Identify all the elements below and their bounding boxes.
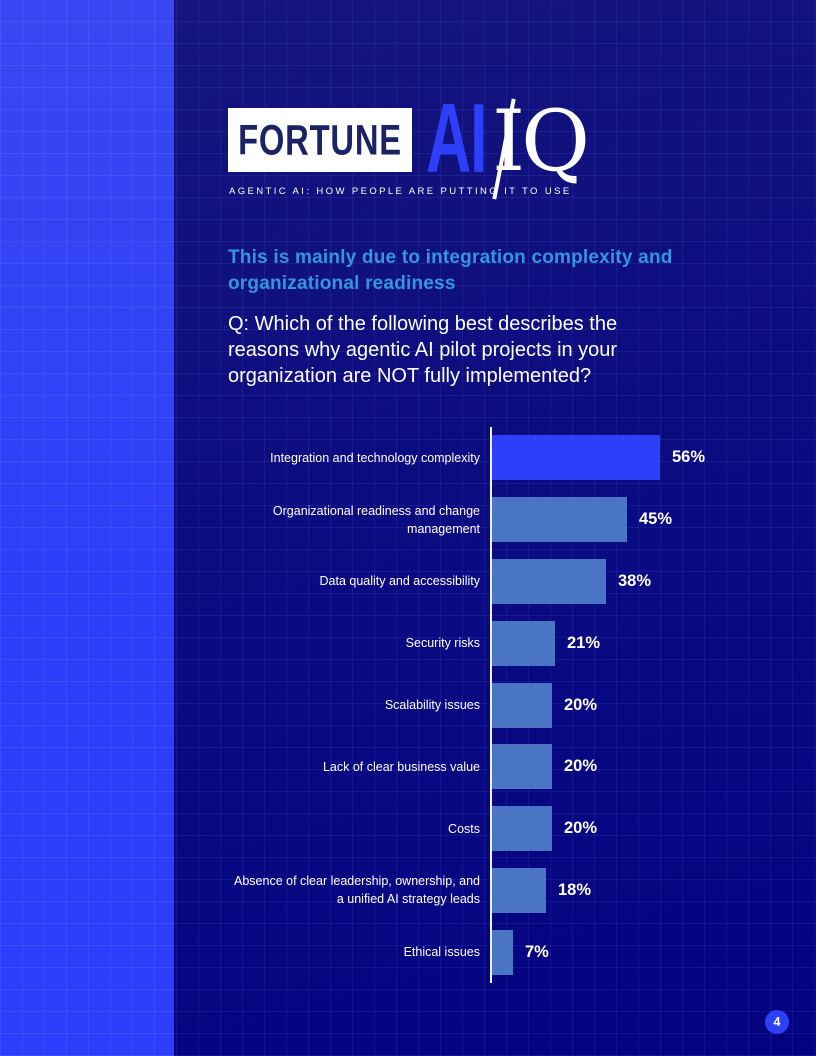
chart-category-label: Security risks [405,636,480,651]
chart-row: Lack of clear business value 20% [228,735,748,798]
chart-category-label: Integration and technology complexity [270,450,480,465]
chart-axis-track: 56% [490,427,748,489]
chart-row: Data quality and accessibility 38% [228,550,748,613]
chart-category-label: Organizational readiness and change mana… [272,503,480,536]
chart-axis-track: 20% [490,674,748,736]
logo-tagline: AGENTIC AI: HOW PEOPLE ARE PUTTING IT TO… [229,186,572,197]
chart-axis-track: 20% [490,797,748,860]
section-heading: This is mainly due to integration comple… [228,247,673,294]
chart-axis-track: 20% [490,735,748,798]
chart-value-label: 18% [558,880,592,899]
chart-row: Security risks 21% [228,612,748,675]
chart-bar [492,929,513,975]
chart-category-label: Costs [448,821,480,836]
fortune-wordmark: FORTUNE [238,115,402,164]
chart-category-label: Scalability issues [384,698,480,713]
chart-value-label: 45% [639,510,673,529]
chart-row: Ethical issues 7% [228,921,748,984]
chart-axis-track: 7% [490,921,748,984]
chart-bar [492,497,627,543]
left-accent-strip [0,0,174,1056]
chart-value-label: 20% [564,757,598,776]
chart-axis-track: 38% [490,550,748,613]
chart-row: Costs 20% [228,797,748,860]
chart-axis-track: 18% [490,859,748,922]
chart-axis-track: 21% [490,612,748,675]
fortune-logo-box: FORTUNE [228,108,412,172]
chart-bar [492,744,552,790]
chart-category-label: Data quality and accessibility [319,574,481,589]
chart-bar [492,682,552,728]
chart-row: Integration and technology complexity 56… [228,427,748,489]
chart-bar [492,620,555,666]
chart-value-label: 56% [672,448,706,467]
chart-category-label: Lack of clear business value [322,759,480,774]
chart-bar [492,558,606,604]
iq-wordmark: IQ [492,92,590,190]
chart-bar [492,867,546,913]
chart-value-label: 21% [567,633,601,652]
survey-question: Q: Which of the following best describes… [228,313,618,387]
chart-bar [492,435,660,481]
ai-wordmark: AI [426,83,487,193]
chart-value-label: 38% [618,571,652,590]
page-content: FORTUNE AI IQ AGENTIC AI: HOW PEOPLE ARE… [228,0,788,1056]
chart-category-label: Ethical issues [403,945,480,960]
chart-category-label: Absence of clear leadership, ownership, … [234,874,480,907]
fortune-aiq-logo: FORTUNE AI IQ AGENTIC AI: HOW PEOPLE ARE… [228,0,628,215]
chart-value-label: 7% [525,942,549,961]
chart-row: Organizational readiness and change mana… [228,488,748,551]
chart-value-label: 20% [564,695,598,714]
chart-bar [492,806,552,852]
chart-value-label: 20% [564,819,598,838]
chart-axis-track: 45% [490,488,748,551]
chart-row: Scalability issues 20% [228,674,748,736]
bar-chart: Integration and technology complexity 56… [228,427,748,984]
chart-row: Absence of clear leadership, ownership, … [228,859,748,922]
page-number-badge: 4 [765,1010,789,1034]
